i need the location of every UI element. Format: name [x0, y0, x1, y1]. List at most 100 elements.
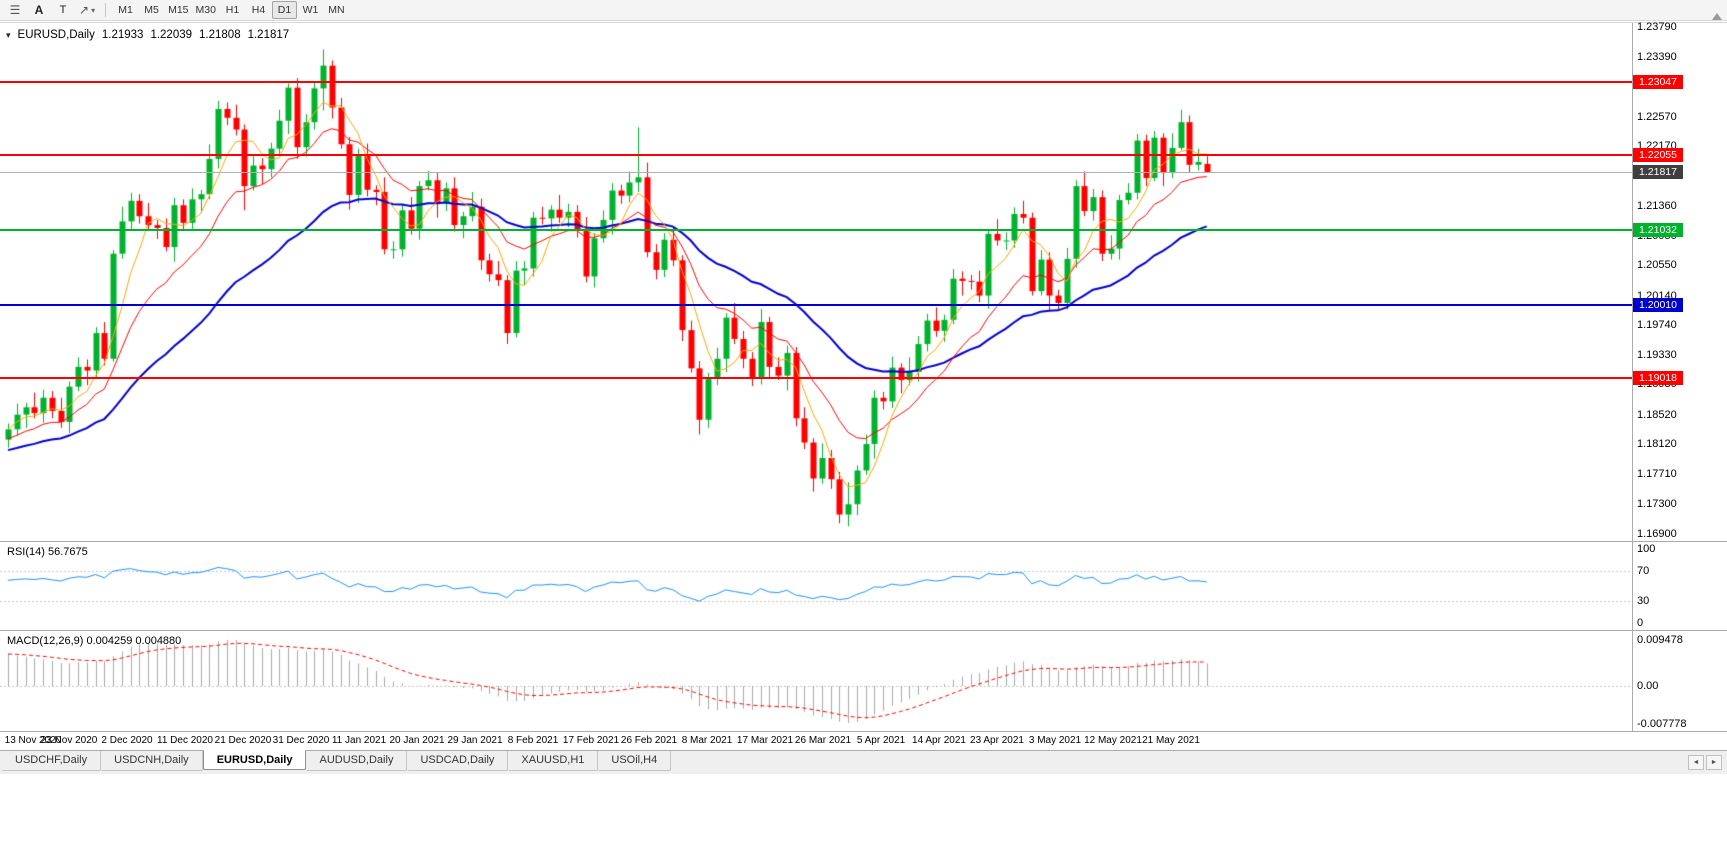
panel-separator[interactable] — [0, 630, 1727, 631]
date-axis-label: 23 Apr 2021 — [970, 735, 1024, 746]
chevron-down-icon: ▾ — [91, 5, 96, 15]
hline-119018[interactable] — [0, 377, 1632, 380]
bid-price-badge: 1.21817 — [1633, 165, 1683, 180]
date-axis-label: 2 Dec 2020 — [101, 735, 153, 746]
tabs: USDCHF,Daily USDCNH,Daily EURUSD,Daily AUDU… — [0, 750, 672, 771]
date-axis-label: 21 Dec 2020 — [214, 735, 272, 746]
date-axis-label: 3 May 2021 — [1028, 735, 1082, 746]
price-badge-119018: 1.19018 — [1633, 371, 1683, 386]
hline-121032[interactable] — [0, 229, 1632, 232]
price-axis-label: 1.21360 — [1637, 199, 1677, 212]
price-axis-label: 1.16900 — [1637, 527, 1677, 540]
ohlc-low-value: 1.21808 — [199, 29, 241, 41]
timeframe-m30[interactable]: M30 — [195, 4, 216, 16]
chart-border — [0, 22, 1727, 23]
macd-axis-label: -0.007778 — [1637, 718, 1687, 730]
price-axis-label: 1.17300 — [1637, 498, 1677, 511]
macd-axis-label: 0.009478 — [1637, 634, 1683, 646]
timeframe-h4[interactable]: H4 — [251, 4, 266, 16]
tab-scroll-left-button[interactable]: ◄ — [1688, 755, 1704, 770]
timeframe-m1[interactable]: M1 — [118, 4, 133, 16]
date-axis-label: 29 Jan 2021 — [447, 735, 503, 746]
price-axis-label: 1.18520 — [1637, 408, 1677, 421]
date-axis-label: 23 Nov 2020 — [40, 735, 98, 746]
price-axis-label: 1.19330 — [1637, 349, 1677, 362]
date-axis-label: 12 May 2021 — [1084, 735, 1142, 746]
price-badge-123047: 1.23047 — [1633, 75, 1683, 89]
date-axis-label: 26 Mar 2021 — [794, 735, 852, 746]
tab-eurusd-daily[interactable]: EURUSD,Daily — [202, 750, 307, 770]
timeframe-mn[interactable]: MN — [328, 4, 345, 16]
date-axis-label: 26 Feb 2021 — [620, 735, 678, 746]
date-axis-label: 20 Jan 2021 — [389, 735, 445, 746]
candlestick-chart-canvas[interactable] — [0, 23, 1632, 541]
chart-title: ▾ EURUSD,Daily 1.21933 1.22039 1.21808 1… — [6, 29, 289, 41]
trendline-icon: ↗ — [79, 3, 90, 17]
tab-scroll-right-button[interactable]: ► — [1706, 755, 1722, 770]
macd-indicator-canvas[interactable] — [0, 632, 1632, 731]
tab-audusd-daily[interactable]: AUDUSD,Daily — [306, 751, 408, 771]
date-axis-label: 21 May 2021 — [1142, 735, 1200, 746]
rsi-indicator-label: RSI(14) 56.7675 — [7, 546, 88, 558]
rsi-axis-label: 0 — [1637, 617, 1644, 629]
annotate-text-tool-button[interactable]: A — [34, 3, 44, 17]
tab-xauusd-h1[interactable]: XAUUSD,H1 — [508, 751, 599, 771]
price-axis-border — [1632, 23, 1633, 731]
date-axis-label: 8 Feb 2021 — [507, 735, 559, 746]
chart-shift-marker-icon[interactable] — [1712, 13, 1722, 20]
price-axis-label: 1.22570 — [1637, 111, 1677, 124]
tab-scroll-group: ◄ ► — [1683, 751, 1727, 774]
rsi-axis-label: 30 — [1637, 594, 1650, 607]
date-axis-label: 13 Nov 2020 — [4, 735, 62, 746]
bid-price-line — [0, 172, 1632, 174]
macd-axis-label: 0.00 — [1637, 680, 1659, 693]
timeframe-h1[interactable]: H1 — [225, 4, 240, 16]
macd-indicator-label: MACD(12,26,9) 0.004259 0.004880 — [7, 635, 182, 647]
charts-menu-icon[interactable]: ☰ — [4, 1, 26, 19]
chart-symbol-label: EURUSD,Daily — [17, 29, 95, 41]
price-axis-label: 1.20550 — [1637, 259, 1677, 272]
price-badge-120010: 1.20010 — [1633, 298, 1683, 313]
chart-tab-bar: USDCHF,Daily USDCNH,Daily EURUSD,Daily AUDU… — [0, 750, 1727, 774]
date-axis-label: 11 Dec 2020 — [157, 735, 213, 746]
price-badge-121032: 1.21032 — [1633, 223, 1683, 238]
toolbar-separator — [105, 3, 107, 17]
rsi-axis-label: 70 — [1637, 565, 1650, 578]
timeframe-m5[interactable]: M5 — [144, 4, 159, 16]
price-badge-122055: 1.22055 — [1633, 147, 1683, 162]
rsi-axis-label: 100 — [1637, 543, 1656, 555]
ohlc-open-value: 1.21933 — [101, 29, 144, 41]
ohlc-high-value: 1.22039 — [150, 29, 193, 41]
trendline-tool-dropdown[interactable]: ↗ ▾ — [76, 1, 98, 19]
tab-usdchf-daily[interactable]: USDCHF,Daily — [2, 751, 102, 771]
hline-123047[interactable] — [0, 81, 1632, 83]
price-axis-label: 1.23790 — [1637, 21, 1677, 34]
timeframe-group: M1 M5 M15 M30 H1 H4 D1 W1 MN — [113, 1, 349, 19]
panel-separator[interactable] — [0, 541, 1727, 542]
price-axis-label: 1.23390 — [1637, 50, 1677, 63]
price-axis-label: 1.17710 — [1637, 468, 1677, 481]
timeframe-d1[interactable]: D1 — [271, 1, 297, 19]
date-axis-label: 17 Feb 2021 — [562, 735, 620, 746]
text-tool-button[interactable]: T — [59, 4, 67, 16]
price-axis-label: 1.18120 — [1637, 438, 1677, 450]
date-axis-label: 14 Apr 2021 — [912, 735, 966, 746]
date-axis-label: 8 Mar 2021 — [681, 735, 733, 746]
hline-122055[interactable] — [0, 153, 1632, 156]
tab-usdcad-daily[interactable]: USDCAD,Daily — [407, 751, 509, 771]
timeframe-w1[interactable]: W1 — [302, 4, 319, 16]
tab-usdcnh-daily[interactable]: USDCNH,Daily — [101, 751, 203, 771]
date-axis-label: 11 Jan 2021 — [331, 735, 387, 746]
ohlc-close-value: 1.21817 — [247, 29, 290, 41]
toolbar: ☰ A T ↗ ▾ M1 M5 M15 M30 H1 H4 D1 W1 MN — [0, 0, 1727, 21]
rsi-indicator-canvas[interactable] — [0, 543, 1632, 629]
tab-usoil-h4[interactable]: USOil,H4 — [598, 751, 672, 771]
menu-icon: ☰ — [9, 3, 21, 17]
date-axis-label: 17 Mar 2021 — [736, 735, 794, 746]
symbol-dropdown-icon: ▾ — [6, 30, 11, 40]
date-axis-border — [0, 731, 1727, 732]
hline-120010[interactable] — [0, 304, 1632, 307]
date-axis-label: 31 Dec 2020 — [272, 735, 330, 746]
price-axis-label: 1.19740 — [1637, 318, 1677, 331]
timeframe-m15[interactable]: M15 — [168, 4, 189, 16]
